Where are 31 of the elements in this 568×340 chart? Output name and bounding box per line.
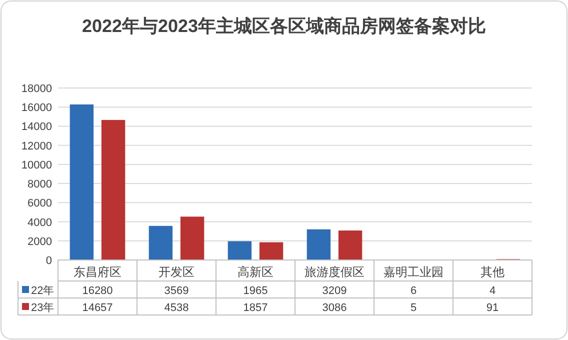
data-label: 6	[410, 285, 417, 297]
x-tick-label: 嘉明工业园	[384, 265, 444, 279]
y-tick-label: 6000	[28, 198, 52, 210]
y-tick-label: 2000	[28, 236, 52, 248]
x-tick-label: 开发区	[158, 265, 194, 279]
y-tick-label: 0	[46, 255, 52, 267]
x-tick-label: 东昌府区	[74, 265, 122, 279]
y-tick-label: 18000	[21, 83, 52, 95]
data-label: 3209	[322, 285, 347, 297]
data-label: 4538	[164, 302, 189, 314]
data-label: 3569	[164, 285, 189, 297]
data-label: 91	[486, 302, 499, 314]
legend-label: 23年	[31, 302, 54, 314]
data-label: 3086	[322, 302, 347, 314]
y-tick-label: 16000	[21, 102, 52, 114]
chart-title: 2022年与2023年主城区各区域商品房网签备案对比	[82, 16, 486, 36]
data-label: 14657	[82, 302, 113, 314]
x-tick-label: 旅游度假区	[304, 265, 364, 279]
data-label: 4	[489, 285, 496, 297]
y-tick-label: 14000	[21, 121, 52, 134]
data-label: 5	[410, 302, 417, 314]
data-label: 1965	[243, 285, 268, 297]
x-tick-label: 其他	[480, 265, 504, 279]
y-tick-label: 12000	[21, 140, 52, 152]
x-tick-label: 高新区	[238, 265, 274, 279]
legend-label: 22年	[31, 285, 54, 297]
y-tick-label: 10000	[21, 159, 52, 172]
y-tick-label: 8000	[28, 178, 52, 191]
data-label: 1857	[243, 302, 268, 314]
data-label: 16280	[82, 285, 113, 297]
y-tick-label: 4000	[28, 216, 52, 229]
